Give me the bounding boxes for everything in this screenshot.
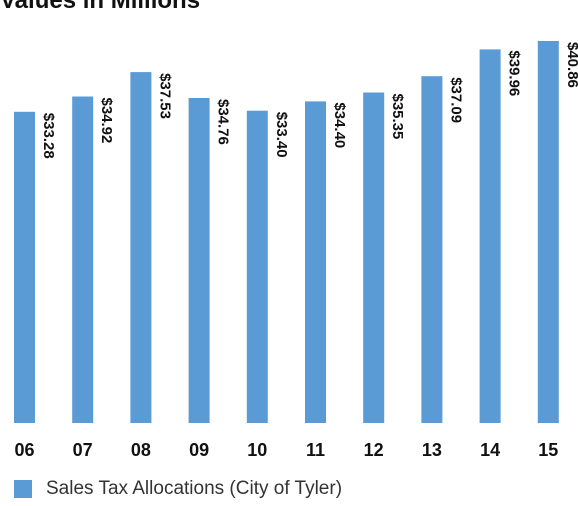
data-label-12: $35.35 <box>389 94 406 140</box>
category-label-11: 11 <box>306 440 325 460</box>
bar-14 <box>479 49 501 424</box>
legend-label: Sales Tax Allocations (City of Tyler) <box>46 478 343 499</box>
bars-group <box>14 41 559 424</box>
data-label-14: $39.96 <box>506 50 523 96</box>
bar-08 <box>130 72 152 423</box>
data-label-13: $37.09 <box>447 77 464 123</box>
category-label-06: 06 <box>14 440 34 460</box>
bar-09 <box>188 98 210 423</box>
data-label-15: $40.86 <box>564 42 578 88</box>
bar-13 <box>421 76 443 423</box>
category-label-12: 12 <box>364 440 384 460</box>
legend: Sales Tax Allocations (City of Tyler) <box>14 478 342 500</box>
data-label-09: $34.76 <box>215 99 232 145</box>
category-label-14: 14 <box>480 440 500 460</box>
category-label-08: 08 <box>131 440 151 460</box>
category-label-07: 07 <box>73 440 93 460</box>
bar-15 <box>537 41 559 423</box>
category-labels-group: 06 07 08 09 10 11 12 13 14 15 <box>14 440 558 460</box>
category-label-09: 09 <box>189 440 209 460</box>
bar-10 <box>246 110 268 423</box>
bar-12 <box>363 92 385 423</box>
data-label-07: $34.92 <box>98 98 115 144</box>
chart-title: Values in Millions <box>0 0 201 14</box>
category-label-10: 10 <box>247 440 267 460</box>
data-label-11: $34.40 <box>331 102 348 148</box>
legend-swatch <box>14 480 32 498</box>
bar-11 <box>305 101 326 424</box>
data-labels-group: $33.28 $34.92 $37.53 $34.76 $33.40 $34.40 $35.… <box>40 42 578 159</box>
category-label-15: 15 <box>538 440 558 460</box>
data-label-10: $33.40 <box>273 112 290 158</box>
bar-07 <box>72 96 94 423</box>
category-label-13: 13 <box>422 440 442 460</box>
data-label-06: $33.28 <box>40 113 57 159</box>
data-label-08: $37.53 <box>156 73 173 119</box>
bar-06 <box>14 111 35 424</box>
